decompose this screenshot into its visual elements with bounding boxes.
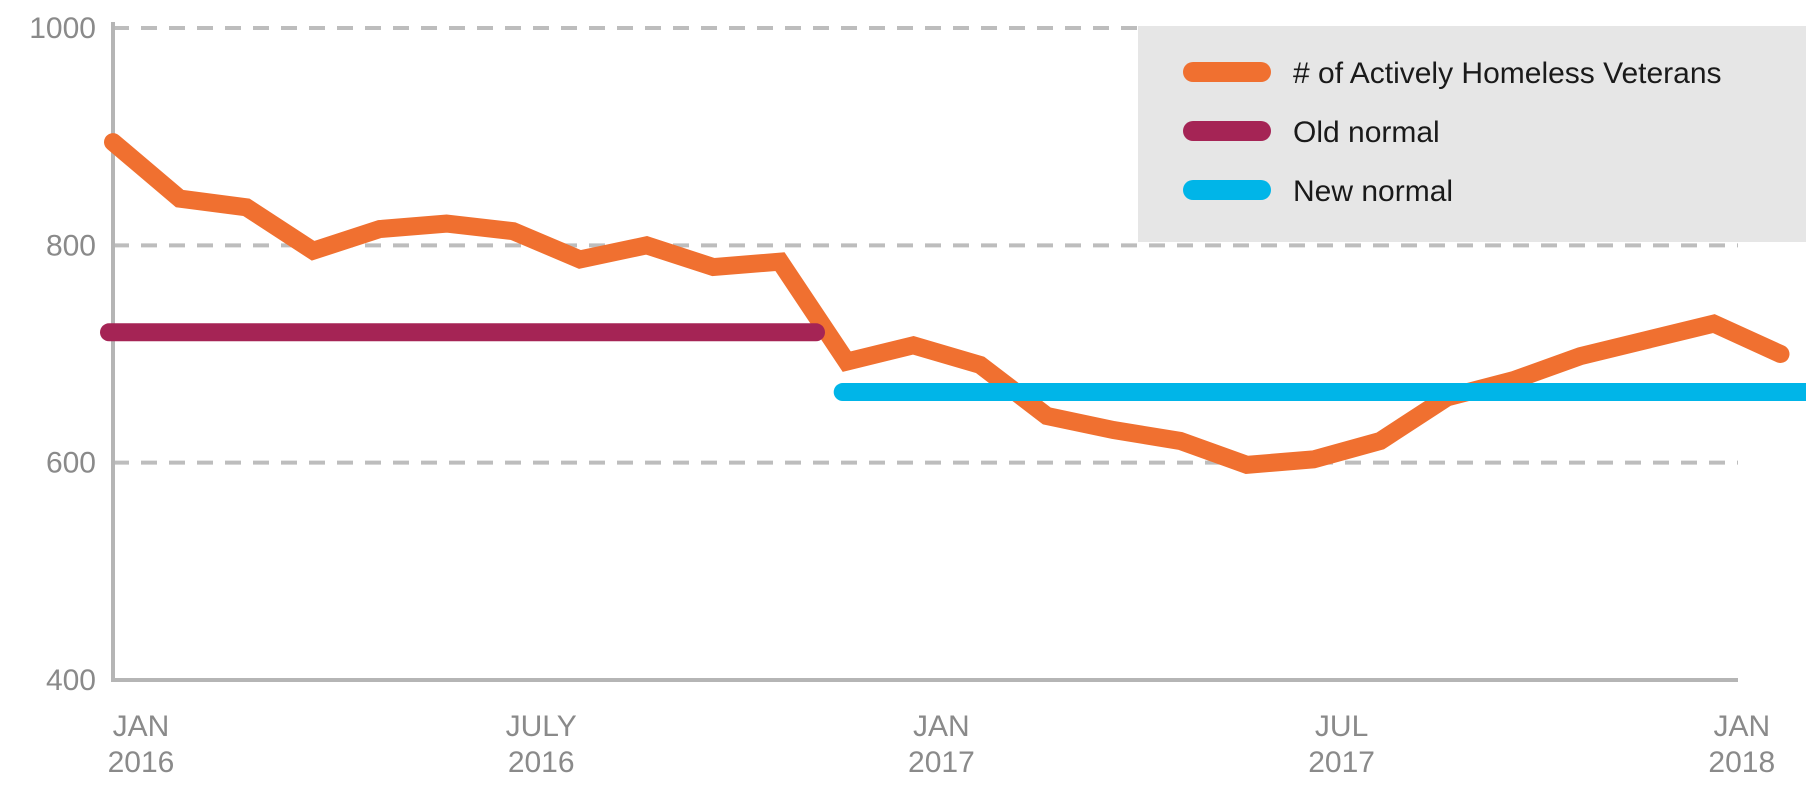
legend-label-of-actively-homeless-veterans: # of Actively Homeless Veterans — [1293, 57, 1722, 90]
x-tick-label: JAN — [1713, 710, 1770, 743]
legend-label-new-normal: New normal — [1293, 175, 1453, 208]
x-tick-label: JAN — [113, 710, 170, 743]
x-tick-label: JAN — [913, 710, 970, 743]
y-tick-label: 400 — [46, 664, 96, 697]
y-tick-labels: 400 600 800 1000 — [29, 12, 96, 697]
x-tick-label: 2016 — [108, 746, 175, 779]
x-tick-label: 2017 — [1308, 746, 1375, 779]
y-tick-label: 800 — [46, 229, 96, 262]
x-tick-label: JUL — [1315, 710, 1368, 743]
y-tick-label: 1000 — [29, 12, 96, 45]
y-tick-label: 600 — [46, 447, 96, 480]
axes — [111, 22, 1738, 682]
legend-label-old-normal: Old normal — [1293, 116, 1440, 149]
series-lines — [100, 133, 1806, 474]
legend: # of Actively Homeless Veterans Old norma… — [1138, 26, 1806, 242]
x-tick-label: 2016 — [508, 746, 575, 779]
x-tick-label: 2017 — [908, 746, 975, 779]
x-tick-label: JULY — [506, 710, 577, 743]
series-line-homeless-veterans — [104, 133, 1790, 474]
x-tick-label: 2018 — [1708, 746, 1775, 779]
